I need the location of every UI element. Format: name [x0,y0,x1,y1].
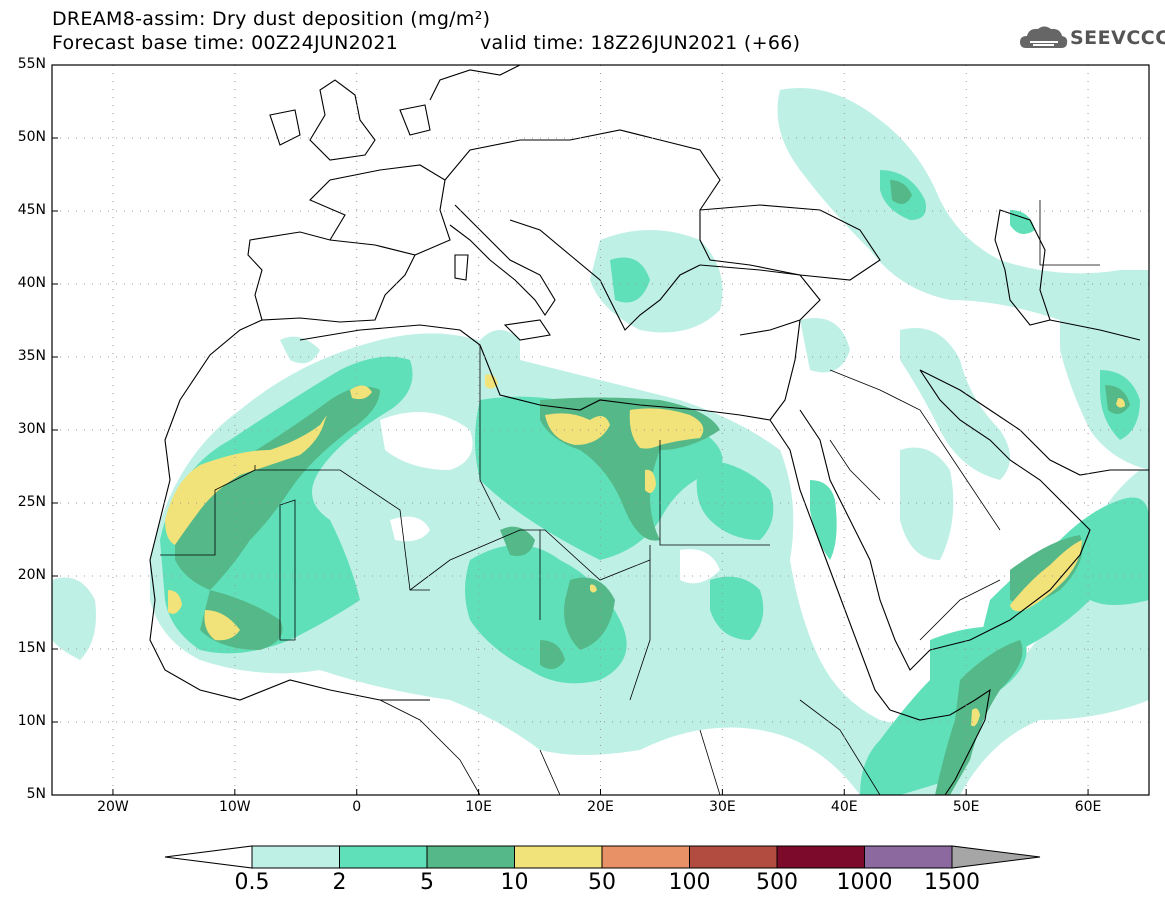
lat-tick-label: 55N [17,56,46,72]
lon-tick-label: 10E [465,799,492,815]
lat-tick-label: 15N [17,640,46,656]
gridlines [52,65,1149,795]
colorbar-label: 50 [588,870,616,895]
colorbar-swatch [689,845,778,869]
logo-text: SEEVCCC [1070,27,1165,49]
colorbar-swatch [776,845,865,869]
colorbar-label: 1500 [924,870,980,895]
lon-tick-label: 30E [709,799,736,815]
cloud-icon [1020,26,1068,48]
lat-tick-label: 20N [17,567,46,583]
colorbar [164,845,1041,869]
dust-field [52,65,1149,795]
colorbar-label: 500 [756,870,798,895]
dust-level-4 [165,374,1125,727]
lon-tick-label: 10W [218,799,251,815]
forecast-base-time: Forecast base time: 00Z24JUN2021 [52,32,399,54]
lat-tick-label: 10N [17,713,46,729]
lat-tick-label: 40N [17,275,46,291]
colorbar-label: 0.5 [234,870,270,895]
lon-tick-label: 20E [587,799,614,815]
colorbar-label: 1000 [836,870,893,895]
colorbar-under-triangle [164,845,253,869]
lat-tick-label: 45N [17,202,46,218]
lat-tick-label: 25N [17,494,46,510]
map-title: DREAM8-assim: Dry dust deposition (mg/m²… [52,8,491,30]
colorbar-swatch [601,845,690,869]
colorbar-label: 5 [420,870,434,895]
lat-tick-label: 50N [17,129,46,145]
lon-tick-label: 60E [1074,799,1102,815]
colorbar-swatch [426,845,515,869]
colorbar-label: 10 [500,870,529,895]
coastlines [149,65,1149,795]
country-borders [160,200,1100,795]
colorbar-swatch [339,845,428,869]
colorbar-swatch [514,845,603,869]
colorbar-label: 2 [332,870,347,895]
lat-tick-label: 5N [26,786,46,802]
colorbar-swatch [251,845,340,869]
axis-ticks [52,64,1089,796]
lat-tick-label: 35N [17,348,46,364]
lat-tick-label: 30N [17,421,46,437]
colorbar-label: 100 [668,870,711,895]
valid-time: valid time: 18Z26JUN2021 (+66) [480,32,801,54]
colorbar-swatch [864,845,953,869]
colorbar-over-triangle [951,845,1041,869]
lon-tick-label: 0 [352,799,362,815]
lon-tick-label: 20W [97,799,129,815]
lon-tick-label: 50E [952,799,980,815]
lon-tick-label: 40E [830,799,858,815]
